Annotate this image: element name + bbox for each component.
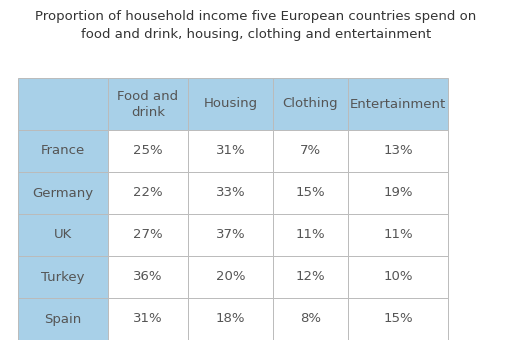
Bar [348,298,448,340]
Text: 18%: 18% [216,312,245,325]
Bar [18,298,108,340]
Text: 37%: 37% [216,228,245,241]
Bar [18,130,108,172]
Text: 31%: 31% [133,312,163,325]
Text: Spain: Spain [45,312,81,325]
Text: 31%: 31% [216,144,245,157]
Text: 36%: 36% [133,271,163,284]
Bar [273,130,348,172]
Bar [18,256,108,298]
Bar [18,172,108,214]
Text: 11%: 11% [383,228,413,241]
Text: 7%: 7% [300,144,321,157]
Text: France: France [41,144,85,157]
Bar [108,298,188,340]
Bar [188,130,273,172]
Text: Food and
drink: Food and drink [117,89,179,119]
Bar [273,256,348,298]
Text: 12%: 12% [296,271,325,284]
Text: 22%: 22% [133,187,163,200]
Bar [108,214,188,256]
Text: 11%: 11% [296,228,325,241]
Bar [348,256,448,298]
Bar [273,214,348,256]
Text: Clothing: Clothing [283,98,338,111]
Bar [273,298,348,340]
Text: 20%: 20% [216,271,245,284]
Text: Housing: Housing [203,98,258,111]
Text: 15%: 15% [296,187,325,200]
Text: 25%: 25% [133,144,163,157]
Bar [348,172,448,214]
Bar [188,298,273,340]
Bar [348,214,448,256]
Text: 13%: 13% [383,144,413,157]
Text: 27%: 27% [133,228,163,241]
Bar [348,78,448,130]
Bar [188,256,273,298]
Bar [108,256,188,298]
Bar [108,130,188,172]
Bar [273,172,348,214]
Text: Germany: Germany [32,187,94,200]
Bar [18,214,108,256]
Bar [108,172,188,214]
Text: Entertainment: Entertainment [350,98,446,111]
Bar [188,214,273,256]
Bar [348,130,448,172]
Bar [188,172,273,214]
Bar [18,78,108,130]
Text: 33%: 33% [216,187,245,200]
Text: Proportion of household income five European countries spend on
food and drink, : Proportion of household income five Euro… [35,10,477,41]
Bar [273,78,348,130]
Text: 19%: 19% [383,187,413,200]
Bar [188,78,273,130]
Bar [108,78,188,130]
Text: UK: UK [54,228,72,241]
Text: 15%: 15% [383,312,413,325]
Text: Turkey: Turkey [41,271,85,284]
Text: 10%: 10% [383,271,413,284]
Text: 8%: 8% [300,312,321,325]
